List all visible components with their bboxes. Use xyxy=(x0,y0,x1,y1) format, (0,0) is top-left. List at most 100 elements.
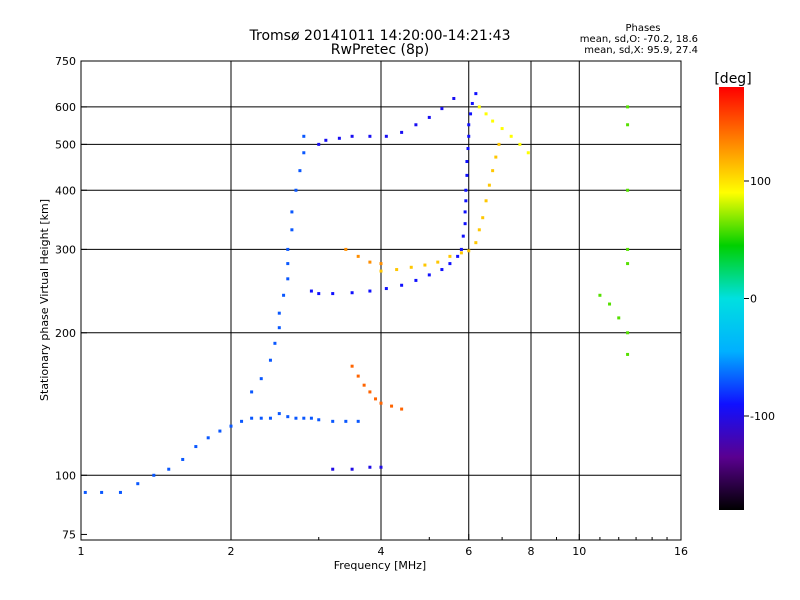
data-point xyxy=(356,419,360,423)
y-tick-label: 400 xyxy=(55,184,76,197)
data-point xyxy=(414,278,418,282)
data-point xyxy=(250,390,254,394)
data-point xyxy=(440,107,444,111)
x-tick-label: 10 xyxy=(572,545,586,558)
data-point xyxy=(379,262,383,266)
data-point xyxy=(463,210,467,214)
data-point xyxy=(500,127,504,131)
y-tick-label: 100 xyxy=(55,469,76,482)
data-point xyxy=(626,247,630,251)
y-tick-label: 600 xyxy=(55,101,76,114)
data-point xyxy=(259,377,263,381)
data-point xyxy=(464,188,468,192)
data-point xyxy=(368,260,372,264)
data-point xyxy=(277,326,281,330)
data-point xyxy=(350,134,354,138)
grid xyxy=(81,61,681,540)
data-point xyxy=(456,254,460,258)
stats-x-line: mean, sd,X: 95.9, 27.4 xyxy=(584,45,698,56)
data-point xyxy=(626,352,630,356)
data-point xyxy=(427,273,431,277)
data-point xyxy=(100,490,104,494)
data-point xyxy=(465,173,469,177)
data-point xyxy=(491,169,495,173)
data-point xyxy=(427,115,431,119)
x-tick-label: 2 xyxy=(228,545,235,558)
chart-title: Tromsø 20141011 14:20:00-14:21:43 xyxy=(249,28,511,44)
data-point xyxy=(368,289,372,293)
data-point xyxy=(526,151,530,155)
data-point xyxy=(452,96,456,100)
data-point xyxy=(467,134,471,138)
data-point xyxy=(481,216,485,220)
data-point xyxy=(302,134,306,138)
data-point xyxy=(317,292,321,296)
data-point xyxy=(337,136,341,140)
data-point xyxy=(436,260,440,264)
data-point xyxy=(400,130,404,134)
data-point xyxy=(509,134,513,138)
data-point xyxy=(626,262,630,266)
data-point xyxy=(350,467,354,471)
x-tick-label: 6 xyxy=(465,545,472,558)
data-point xyxy=(384,287,388,291)
data-point xyxy=(384,134,388,138)
data-point xyxy=(259,416,263,420)
data-point xyxy=(400,283,404,287)
data-point xyxy=(294,188,298,192)
data-point xyxy=(277,311,281,315)
stats-o-line: mean, sd,O: -70.2, 18.6 xyxy=(580,34,698,45)
data-point xyxy=(368,390,372,394)
data-point xyxy=(414,123,418,127)
data-point xyxy=(463,222,467,226)
data-point xyxy=(152,473,156,477)
data-point xyxy=(83,490,87,494)
data-point xyxy=(368,465,372,469)
data-point xyxy=(617,316,621,320)
data-point xyxy=(229,424,233,428)
data-point xyxy=(331,292,335,296)
data-point xyxy=(465,160,469,164)
data-point xyxy=(294,416,298,420)
stats-heading: Phases xyxy=(625,23,660,34)
data-point xyxy=(286,247,290,251)
data-point xyxy=(286,415,290,419)
data-point xyxy=(344,419,348,423)
data-point xyxy=(608,302,612,306)
data-point xyxy=(598,293,602,297)
data-point xyxy=(206,436,210,440)
data-point xyxy=(474,241,478,245)
data-point xyxy=(459,247,463,251)
data-point xyxy=(477,228,481,232)
data-point xyxy=(400,407,404,411)
chart-subtitle: RwPretec (8p) xyxy=(331,42,429,58)
x-tick-label: 16 xyxy=(674,545,688,558)
x-axis-label: Frequency [MHz] xyxy=(334,559,426,572)
data-point xyxy=(362,383,366,387)
data-point xyxy=(440,268,444,272)
data-point xyxy=(477,105,481,109)
y-tick-label: 200 xyxy=(55,327,76,340)
data-point xyxy=(298,169,302,173)
data-point xyxy=(474,92,478,96)
data-point xyxy=(356,374,360,378)
data-point xyxy=(409,265,413,269)
data-point xyxy=(494,155,498,159)
colorbar xyxy=(719,87,744,510)
y-tick-label: 750 xyxy=(55,55,76,68)
data-point xyxy=(317,142,321,146)
data-point xyxy=(240,419,244,423)
data-point xyxy=(277,412,281,416)
data-point xyxy=(461,234,465,238)
data-point xyxy=(309,416,313,420)
data-point xyxy=(268,358,272,362)
data-point xyxy=(350,291,354,295)
data-point xyxy=(356,254,360,258)
data-point xyxy=(194,445,198,449)
data-point xyxy=(395,268,399,272)
axis-ticks: 1 2 4 6 8 10 16 75 100 200 300 400 500 600 750 xyxy=(55,55,688,558)
data-point xyxy=(302,151,306,155)
data-point xyxy=(250,416,254,420)
colorbar-ticks: 100 0 -100 xyxy=(744,175,775,423)
